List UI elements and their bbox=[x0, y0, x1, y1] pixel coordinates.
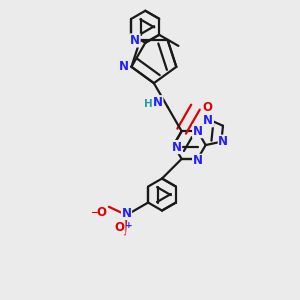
Text: N: N bbox=[122, 207, 131, 220]
Text: O: O bbox=[115, 221, 125, 234]
Text: N: N bbox=[118, 60, 128, 73]
Text: N: N bbox=[172, 140, 182, 154]
Text: O: O bbox=[96, 206, 106, 219]
Text: N: N bbox=[218, 135, 228, 148]
Text: +: + bbox=[125, 221, 133, 230]
Text: O: O bbox=[202, 101, 212, 114]
Text: N: N bbox=[193, 125, 202, 138]
Text: H: H bbox=[144, 99, 152, 109]
Text: N: N bbox=[203, 114, 213, 127]
Text: N: N bbox=[153, 96, 163, 109]
Text: N: N bbox=[130, 34, 140, 47]
Text: −: − bbox=[90, 208, 98, 217]
Text: N: N bbox=[193, 154, 202, 167]
